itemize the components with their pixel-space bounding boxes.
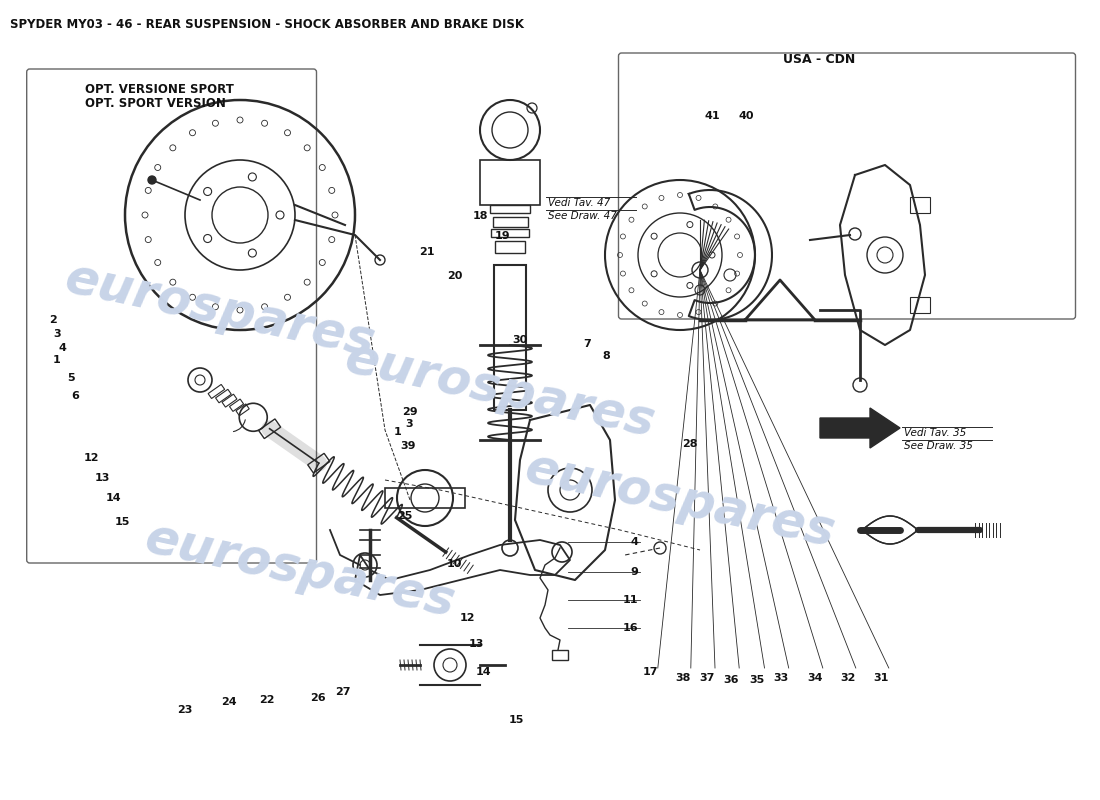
Text: 17: 17 <box>642 667 658 677</box>
Text: 27: 27 <box>336 687 351 697</box>
Bar <box>385 488 465 508</box>
Text: 1: 1 <box>394 427 402 437</box>
Text: 38: 38 <box>675 674 691 683</box>
Text: 12: 12 <box>460 614 475 623</box>
Text: 14: 14 <box>106 493 121 502</box>
Text: 34: 34 <box>807 674 823 683</box>
Text: USA - CDN: USA - CDN <box>783 54 856 66</box>
Text: 13: 13 <box>469 639 484 649</box>
Bar <box>216 390 231 403</box>
Text: 10: 10 <box>447 559 462 569</box>
Bar <box>493 217 528 227</box>
Bar <box>910 197 930 213</box>
Text: 15: 15 <box>114 517 130 526</box>
Text: 40: 40 <box>738 111 754 121</box>
Bar <box>222 394 236 407</box>
Bar <box>208 385 224 398</box>
Text: 20: 20 <box>447 271 462 281</box>
Text: 33: 33 <box>773 674 789 683</box>
Text: 13: 13 <box>95 473 110 482</box>
Bar <box>480 160 540 205</box>
Text: 12: 12 <box>84 453 99 462</box>
Text: 35: 35 <box>749 675 764 685</box>
Bar <box>230 399 243 411</box>
Bar <box>491 229 529 237</box>
Text: OPT. SPORT VERSION: OPT. SPORT VERSION <box>85 98 226 110</box>
Text: 25: 25 <box>397 511 412 521</box>
Text: 21: 21 <box>419 247 435 257</box>
Bar <box>494 265 526 410</box>
Text: 16: 16 <box>623 623 638 633</box>
Text: 30: 30 <box>513 335 528 345</box>
Text: 5: 5 <box>67 373 75 382</box>
Text: 29: 29 <box>403 407 418 417</box>
Text: See Draw. 35: See Draw. 35 <box>904 441 974 451</box>
Text: 3: 3 <box>53 330 60 339</box>
Text: 32: 32 <box>840 674 856 683</box>
Text: eurospares: eurospares <box>341 334 660 446</box>
Text: eurospares: eurospares <box>60 254 380 366</box>
Text: 26: 26 <box>310 693 326 702</box>
Bar <box>910 297 930 313</box>
Text: 37: 37 <box>700 674 715 683</box>
Circle shape <box>148 176 156 184</box>
Bar <box>490 205 530 213</box>
Text: 18: 18 <box>473 211 488 221</box>
Bar <box>236 404 250 416</box>
Polygon shape <box>820 408 900 448</box>
Text: 4: 4 <box>630 538 638 547</box>
Text: 4: 4 <box>58 343 66 353</box>
Text: 24: 24 <box>221 698 236 707</box>
Text: 19: 19 <box>495 231 510 241</box>
Text: 6: 6 <box>72 391 79 401</box>
Bar <box>308 454 330 473</box>
Text: 31: 31 <box>873 674 889 683</box>
Text: 14: 14 <box>476 667 492 677</box>
Text: 11: 11 <box>623 595 638 605</box>
Text: 23: 23 <box>177 706 192 715</box>
Text: 41: 41 <box>705 111 720 121</box>
Text: See Draw. 47: See Draw. 47 <box>548 211 617 222</box>
Text: 2: 2 <box>50 315 57 325</box>
Text: Vedi Tav. 35: Vedi Tav. 35 <box>904 428 967 438</box>
Text: SPYDER MY03 - 46 - REAR SUSPENSION - SHOCK ABSORBER AND BRAKE DISK: SPYDER MY03 - 46 - REAR SUSPENSION - SHO… <box>10 18 524 31</box>
Text: 36: 36 <box>724 675 739 685</box>
Bar <box>495 241 525 253</box>
Text: 28: 28 <box>682 439 697 449</box>
Text: eurospares: eurospares <box>520 444 839 556</box>
Bar <box>258 419 280 438</box>
Text: 15: 15 <box>508 715 524 725</box>
Text: 22: 22 <box>260 695 275 705</box>
Text: 9: 9 <box>630 567 638 577</box>
Text: eurospares: eurospares <box>141 514 460 626</box>
Text: 8: 8 <box>603 351 611 361</box>
Text: Vedi Tav. 47: Vedi Tav. 47 <box>548 198 610 208</box>
Text: 1: 1 <box>53 355 60 365</box>
Text: 3: 3 <box>405 419 412 429</box>
Bar <box>552 650 568 660</box>
Text: 39: 39 <box>400 442 416 451</box>
Text: 7: 7 <box>583 339 591 349</box>
Text: OPT. VERSIONE SPORT: OPT. VERSIONE SPORT <box>85 83 233 96</box>
